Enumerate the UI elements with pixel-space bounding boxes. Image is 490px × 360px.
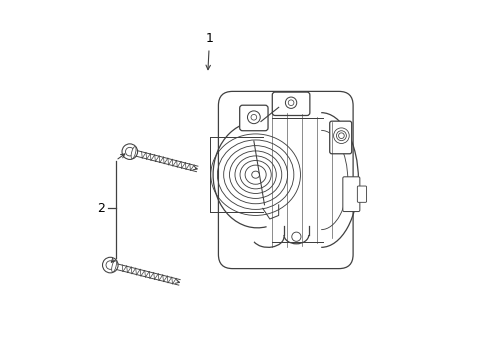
- FancyBboxPatch shape: [357, 186, 367, 202]
- FancyBboxPatch shape: [330, 121, 352, 154]
- Text: 2: 2: [98, 202, 105, 215]
- Circle shape: [102, 257, 118, 273]
- Circle shape: [285, 97, 297, 108]
- Text: 1: 1: [206, 32, 214, 69]
- Ellipse shape: [252, 171, 260, 178]
- FancyBboxPatch shape: [343, 177, 360, 212]
- FancyBboxPatch shape: [272, 92, 310, 116]
- Ellipse shape: [131, 147, 136, 159]
- FancyBboxPatch shape: [240, 105, 268, 131]
- Circle shape: [292, 232, 301, 241]
- FancyBboxPatch shape: [219, 91, 353, 269]
- Ellipse shape: [112, 260, 117, 272]
- Circle shape: [122, 144, 138, 159]
- Circle shape: [247, 111, 260, 123]
